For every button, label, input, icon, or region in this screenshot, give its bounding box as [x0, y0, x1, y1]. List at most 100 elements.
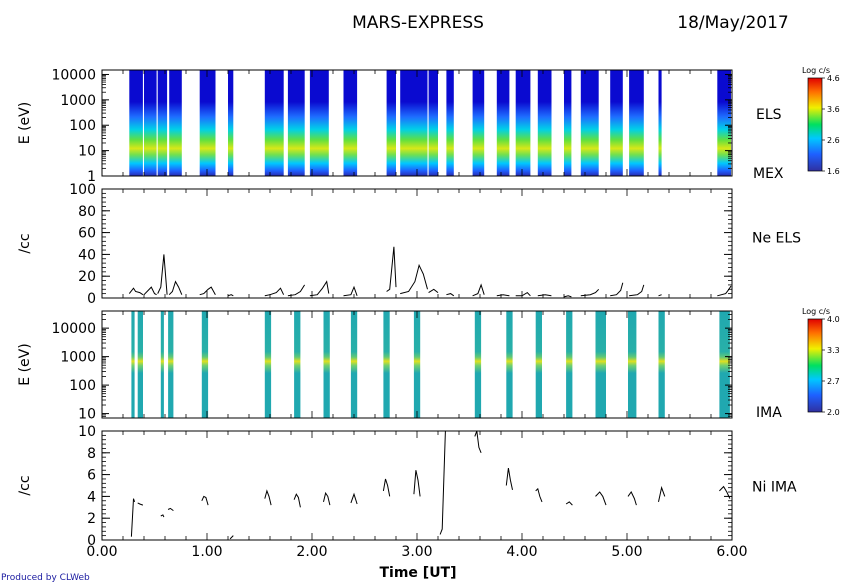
panel-ni-ima: 0 2 4 6 8 10/cc Ni IMA 0.00 1.00 2.00 3.00 4.00 5.00…	[17, 424, 797, 560]
x-tick-label: 6.00	[716, 544, 747, 560]
spectrogram-column	[580, 70, 599, 176]
series-segment	[439, 430, 446, 535]
panel-label: Ni IMA	[752, 480, 797, 496]
series-segment	[719, 485, 731, 499]
colorbar-tick-label: 2.0	[827, 408, 840, 417]
y-axis-label: /cc	[17, 233, 33, 253]
colorbar	[807, 318, 823, 413]
panel-label: IMA	[756, 405, 782, 421]
y-tick-label: 80	[78, 204, 96, 220]
x-tick-label: 4.00	[506, 544, 537, 560]
spectrogram-column	[474, 311, 482, 418]
series-segment	[264, 287, 285, 297]
spectrogram-column	[144, 70, 157, 176]
series-segment	[515, 291, 531, 297]
credit-label: Produced by CLWeb	[1, 573, 90, 583]
series-segment	[343, 285, 358, 297]
series-segment	[413, 470, 421, 497]
series-segment	[157, 254, 168, 295]
series-segment	[167, 507, 174, 512]
y-axis-label: /cc	[17, 475, 33, 495]
figure-title: MARS-EXPRESS	[352, 13, 484, 33]
series-segment	[474, 430, 482, 453]
y-tick-label: 0	[87, 533, 96, 549]
spectrogram-column	[350, 311, 358, 418]
spectrogram-column	[287, 70, 305, 176]
series-segment	[505, 468, 513, 491]
spectrogram-column	[228, 70, 234, 176]
x-tick-label: 2.00	[296, 544, 327, 560]
spectrogram-column	[169, 70, 182, 176]
y-tick-label: 0	[87, 291, 96, 307]
series-segment	[400, 263, 428, 295]
x-tick-label: 3.00	[401, 544, 432, 560]
spectrogram-column	[309, 70, 329, 176]
series-segment	[610, 282, 624, 297]
spectrogram-column	[383, 311, 390, 418]
series-segment	[563, 295, 572, 298]
spectrogram-column	[564, 70, 572, 176]
spectrogram-column	[428, 70, 438, 176]
spectrogram-column	[129, 70, 143, 176]
panel-label: Ne ELS	[752, 231, 801, 247]
panel-label: ELS	[756, 107, 782, 123]
y-tick-label: 2	[87, 511, 96, 527]
series-segment	[323, 491, 331, 506]
x-tick-label: 1.00	[191, 544, 222, 560]
spectrogram-column	[323, 311, 330, 418]
x-tick-label: 5.00	[611, 544, 642, 560]
series-segment	[199, 286, 216, 296]
spectrogram-column	[629, 70, 644, 176]
y-tick-label: 10	[78, 407, 96, 423]
series-segment	[537, 294, 552, 297]
y-tick-label: 1000	[60, 350, 96, 366]
series-segment	[350, 492, 358, 505]
series-segment	[658, 485, 666, 503]
series-segment	[227, 294, 234, 297]
series-segment	[264, 489, 272, 506]
series-segment	[565, 501, 573, 506]
panel-frame	[101, 430, 733, 541]
spectrogram-column	[496, 70, 510, 176]
spectrogram-column	[294, 311, 301, 418]
series-segment	[168, 280, 183, 296]
spectrogram-column	[131, 311, 135, 418]
y-tick-label: 1000	[60, 93, 96, 109]
y-tick-label: 1	[87, 169, 96, 185]
y-tick-label: 10000	[51, 67, 96, 83]
series-segment	[535, 487, 543, 503]
series-segment	[386, 246, 397, 292]
y-axis-label: E (eV)	[17, 343, 33, 385]
colorbar-tick-label: 4.0	[827, 315, 840, 324]
spectrogram-column	[168, 311, 174, 418]
panel-frame	[101, 188, 733, 299]
figure-date: 18/May/2017	[677, 13, 789, 33]
series-segment	[446, 293, 455, 297]
series-segment	[128, 287, 144, 296]
spectrogram-column	[472, 70, 485, 176]
y-tick-label: 4	[87, 489, 96, 505]
series-segment	[496, 294, 510, 297]
series-segment	[287, 284, 306, 297]
spectrogram-column	[160, 311, 164, 418]
spectrogram-column	[658, 70, 662, 176]
series-segment	[629, 284, 645, 297]
spectrogram-column	[264, 311, 272, 418]
spectrogram-column	[535, 311, 542, 418]
y-tick-label: 40	[78, 247, 96, 263]
panel-ima-spectrogram: Log c/s4.0 3.3 2.7 2.0 10000 1000 100 10 E (eV) I…	[17, 307, 840, 423]
spectrogram-column	[137, 311, 143, 418]
spectrogram-column	[413, 311, 421, 418]
spectrogram-column	[628, 311, 637, 418]
spectrogram-column	[515, 70, 531, 176]
spectrogram-column	[506, 311, 513, 418]
y-axis-label: E (eV)	[17, 102, 33, 144]
y-tick-label: 100	[69, 378, 96, 394]
series-segment	[130, 498, 136, 537]
spectrogram-column	[610, 70, 623, 176]
series-segment	[658, 294, 662, 297]
colorbar-tick-label: 4.6	[827, 74, 840, 83]
spectrogram-column	[537, 70, 552, 176]
